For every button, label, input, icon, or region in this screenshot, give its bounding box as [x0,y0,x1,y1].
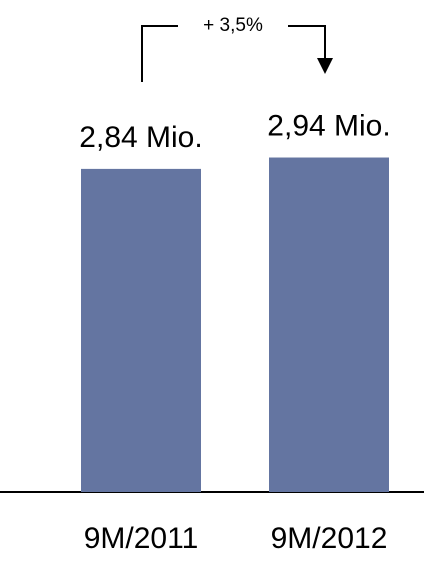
bar-value-label: 2,94 Mio. [267,110,390,143]
bars-layer [81,157,389,493]
labels-layer: 2,84 Mio. 9M/2011 2,94 Mio. 9M/2012 [79,110,390,555]
x-tick-label: 9M/2011 [84,522,199,555]
bar-9M/2012 [269,157,389,492]
bar-9M/2011 [81,168,201,493]
change-arrow-head [317,58,333,74]
bar-value-label: 2,84 Mio. [79,121,202,154]
change-bracket-line-right [288,25,326,62]
change-bracket-line [141,25,178,82]
change-label: + 3,5% [203,15,263,36]
x-tick-label: 9M/2012 [271,522,388,555]
